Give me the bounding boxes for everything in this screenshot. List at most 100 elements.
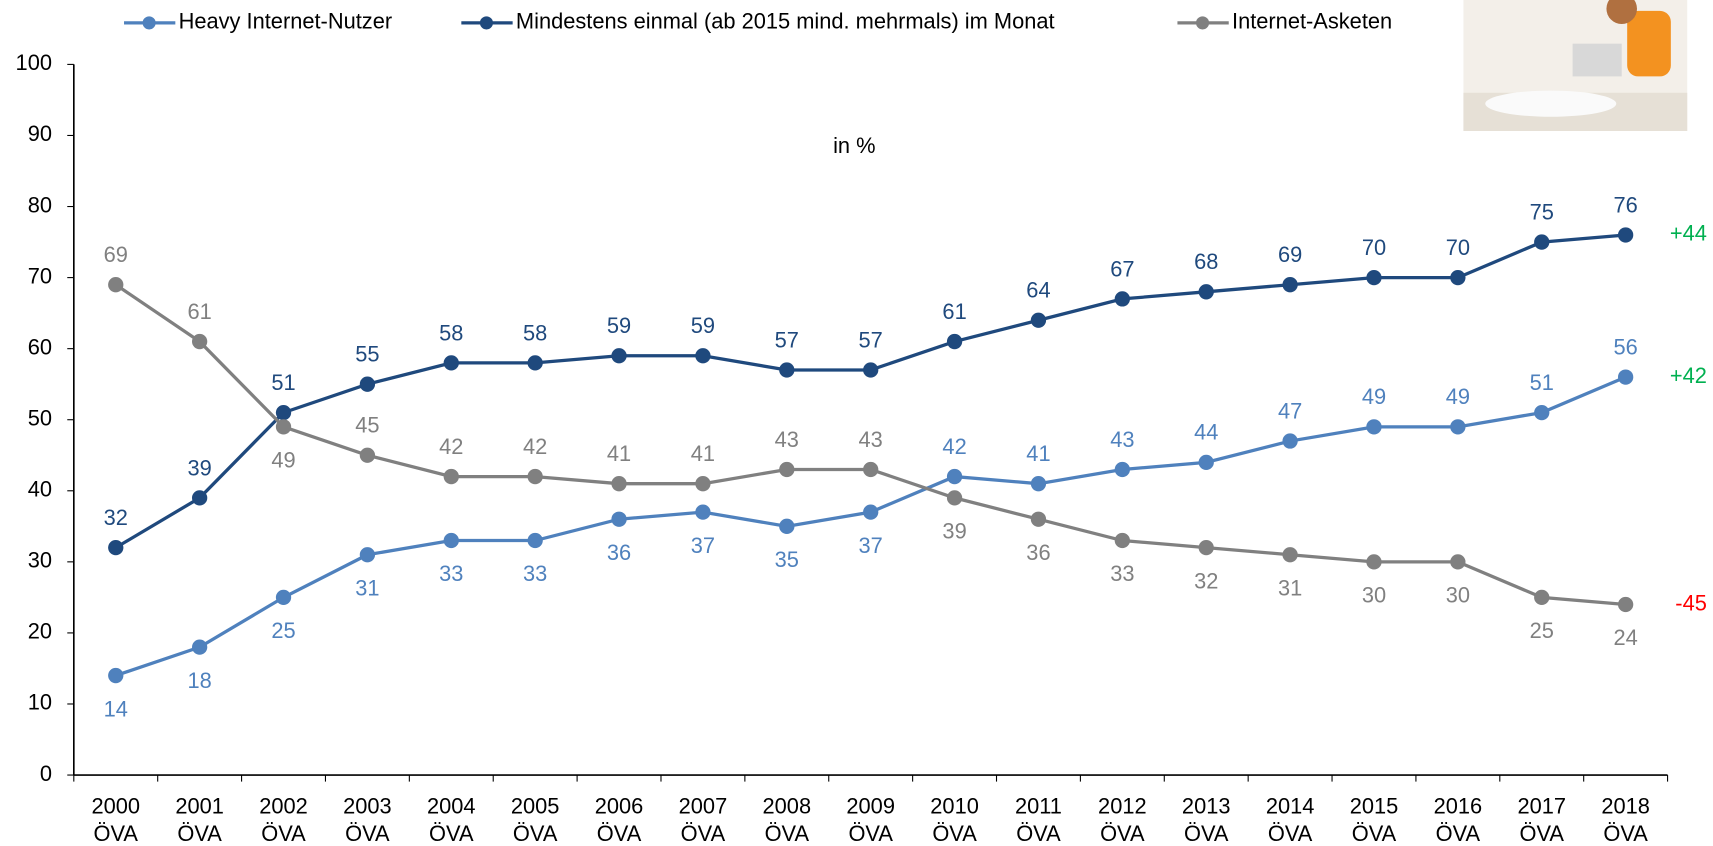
data-point xyxy=(1198,284,1214,300)
legend-marker xyxy=(142,16,156,30)
x-tick-label: 2000 xyxy=(91,794,140,819)
x-tick-label: 2002 xyxy=(259,794,308,819)
x-tick-label: ÖVA xyxy=(1603,821,1648,846)
data-label: 58 xyxy=(439,320,463,345)
data-point xyxy=(275,419,292,435)
data-point xyxy=(1282,547,1298,563)
data-point xyxy=(695,504,711,520)
x-tick-label: 2012 xyxy=(1098,794,1147,819)
data-point xyxy=(1282,277,1298,293)
x-tick-label: 2008 xyxy=(763,794,812,819)
data-label: 56 xyxy=(1613,334,1637,359)
y-tick-label: 50 xyxy=(28,405,52,430)
data-point xyxy=(779,518,795,534)
y-tick-label: 10 xyxy=(28,690,52,715)
data-point xyxy=(527,468,543,485)
x-tick-label: 2013 xyxy=(1182,794,1231,819)
data-point xyxy=(443,532,459,549)
data-label: 45 xyxy=(355,413,379,438)
data-label: 57 xyxy=(775,327,799,352)
data-point xyxy=(1450,269,1466,286)
data-label: 42 xyxy=(439,434,463,459)
y-tick-label: 60 xyxy=(28,334,52,359)
data-label: 41 xyxy=(607,441,631,466)
data-point xyxy=(946,490,963,506)
data-point xyxy=(1114,461,1130,478)
x-tick-label: ÖVA xyxy=(1184,821,1229,846)
x-tick-label: ÖVA xyxy=(429,821,474,846)
data-label: 76 xyxy=(1613,192,1637,217)
data-point xyxy=(611,348,627,364)
x-tick-label: ÖVA xyxy=(1268,821,1313,846)
data-point xyxy=(1534,404,1550,421)
x-tick-label: ÖVA xyxy=(177,821,222,846)
x-tick-label: ÖVA xyxy=(1520,821,1565,846)
data-point xyxy=(863,362,879,378)
data-label: 33 xyxy=(1110,561,1134,586)
data-label: 68 xyxy=(1194,249,1218,274)
data-label: 42 xyxy=(523,434,547,459)
data-point xyxy=(275,589,292,606)
data-label: 25 xyxy=(1530,618,1554,643)
data-point xyxy=(695,348,711,364)
data-label: 42 xyxy=(942,434,966,459)
photo xyxy=(1463,0,1688,131)
data-label: 55 xyxy=(355,342,379,367)
data-point xyxy=(527,355,543,371)
x-tick-label: 2005 xyxy=(511,794,560,819)
x-tick-label: 2009 xyxy=(846,794,895,819)
x-tick-label: 2014 xyxy=(1266,794,1315,819)
data-point xyxy=(946,333,963,350)
data-label: 30 xyxy=(1446,583,1470,608)
x-tick-label: ÖVA xyxy=(1436,821,1481,846)
data-label: 37 xyxy=(691,533,715,558)
data-label: 18 xyxy=(187,668,211,693)
data-label: 31 xyxy=(355,575,379,600)
x-tick-label: 2011 xyxy=(1015,794,1062,819)
data-point xyxy=(1617,596,1634,613)
data-label: 39 xyxy=(187,455,211,480)
data-label: 67 xyxy=(1110,256,1134,281)
data-label: 35 xyxy=(775,547,799,572)
data-point xyxy=(108,539,124,556)
data-point xyxy=(863,504,879,520)
data-label: 43 xyxy=(1110,427,1134,452)
data-label: 37 xyxy=(859,533,883,558)
x-tick-label: 2004 xyxy=(427,794,476,819)
data-point xyxy=(443,355,459,371)
subtitle: in % xyxy=(833,133,875,158)
x-tick-label: ÖVA xyxy=(1352,821,1397,846)
data-point xyxy=(1366,554,1382,570)
data-label: 14 xyxy=(104,696,128,721)
data-label: 39 xyxy=(942,519,966,544)
x-tick-label: 2017 xyxy=(1517,794,1566,819)
data-label: 31 xyxy=(1278,575,1302,600)
data-point xyxy=(1114,532,1130,549)
data-label: 61 xyxy=(942,299,966,324)
data-point xyxy=(359,376,376,392)
data-label: 32 xyxy=(104,505,128,530)
data-point xyxy=(1030,476,1047,492)
data-point xyxy=(359,447,376,463)
data-point xyxy=(1030,312,1047,328)
data-label: 51 xyxy=(1530,370,1554,395)
y-tick-label: 100 xyxy=(16,50,52,75)
legend-label: Internet-Asketen xyxy=(1232,9,1392,34)
data-label: 49 xyxy=(1446,384,1470,409)
x-tick-label: ÖVA xyxy=(513,821,558,846)
legend-label: Mindestens einmal (ab 2015 mind. mehrmal… xyxy=(516,9,1055,34)
y-tick-label: 20 xyxy=(28,619,52,644)
data-label: 69 xyxy=(104,242,128,267)
data-point xyxy=(191,490,208,506)
data-point xyxy=(1114,291,1130,307)
data-point xyxy=(1534,589,1550,606)
data-label: 32 xyxy=(1194,568,1218,593)
data-label: 25 xyxy=(271,618,295,643)
data-point xyxy=(1617,369,1634,385)
x-tick-label: ÖVA xyxy=(1100,821,1145,846)
legend-marker xyxy=(479,16,493,30)
data-point xyxy=(191,639,208,655)
data-label: 47 xyxy=(1278,398,1302,423)
